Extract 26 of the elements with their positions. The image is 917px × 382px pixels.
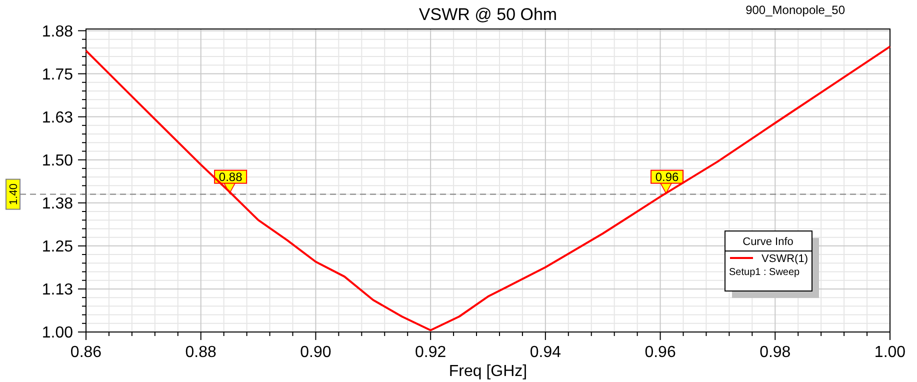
- annotation: 0.96: [655, 170, 680, 184]
- x-tick-label: 0.90: [300, 344, 332, 361]
- line-series: [85, 46, 891, 332]
- y-tick-label: 1.00: [42, 324, 74, 342]
- y-tick-label: 1.50: [42, 152, 74, 170]
- x-tick-label: 0.96: [644, 344, 676, 361]
- y-tick-label: 1.63: [42, 109, 74, 126]
- x-tick-label: 1.00: [874, 344, 906, 361]
- x-tick-label: 0.98: [760, 344, 791, 361]
- y-tick-label: 1.13: [42, 282, 74, 299]
- x-tick-label: 0.92: [415, 344, 446, 361]
- chart-subtitle: 900_Monopole_50: [746, 3, 846, 17]
- x-tick-label: 0.86: [70, 344, 102, 361]
- y-tick-label: 1.25: [42, 238, 74, 256]
- x-tick-label: 0.94: [530, 344, 562, 361]
- chart-title: VSWR @ 50 Ohm: [418, 5, 558, 24]
- annotation: Setup1 : Sweep: [729, 267, 800, 278]
- y-tick-label: 1.38: [42, 195, 74, 212]
- legend-label: VSWR(1): [762, 253, 808, 265]
- ref-line-label: 1.40: [8, 184, 20, 205]
- y-tick-label: 1.88: [42, 23, 74, 40]
- y-tick-label: 1.75: [42, 66, 74, 84]
- legend-title: Curve Info: [742, 236, 794, 248]
- x-axis-title: Freq [GHz]: [448, 363, 528, 380]
- x-tick-label: 0.88: [185, 344, 217, 361]
- annotation: 0.88: [218, 170, 243, 184]
